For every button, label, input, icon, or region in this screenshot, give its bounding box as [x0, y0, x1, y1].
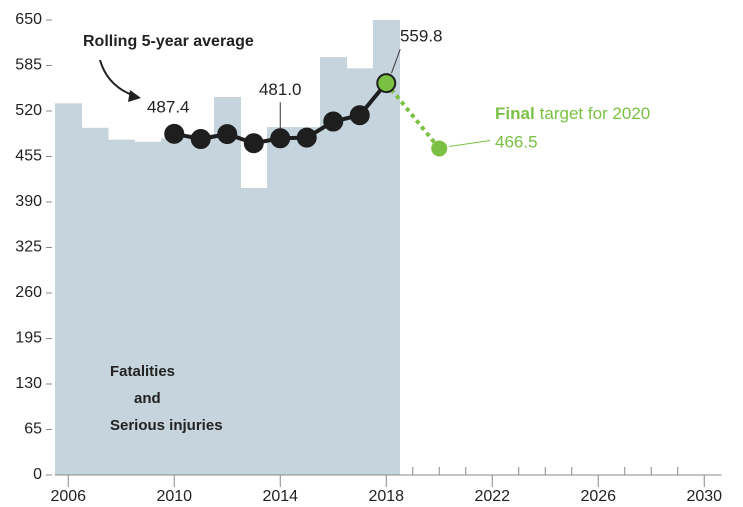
average-point — [270, 128, 291, 149]
bar — [55, 103, 82, 476]
y-tick-label: 325 — [15, 239, 42, 256]
bar — [134, 141, 162, 476]
target-label: Final target for 2020 — [495, 104, 650, 123]
bar-label: and — [134, 390, 161, 407]
target-link — [384, 81, 441, 150]
y-tick-label: 0 — [33, 466, 42, 483]
average-point — [296, 127, 317, 148]
x-tick-label: 2022 — [474, 488, 510, 505]
x-tick-label: 2030 — [686, 488, 722, 505]
leader-line — [449, 139, 491, 147]
average-point — [243, 133, 264, 154]
value-label: 481.0 — [259, 80, 302, 99]
y-tick-label: 195 — [15, 330, 42, 347]
value-label: 487.4 — [147, 97, 190, 116]
bar — [346, 68, 374, 476]
y-tick-label: 650 — [15, 11, 42, 28]
bar — [187, 134, 215, 475]
average-point — [190, 129, 211, 149]
average-point — [164, 123, 185, 144]
y-tick-label: 520 — [15, 102, 42, 119]
arrow-head — [128, 90, 141, 102]
bar — [214, 97, 241, 475]
bar-label: Serious injuries — [110, 417, 223, 434]
y-tick-label: 585 — [15, 57, 42, 74]
bar — [240, 188, 268, 475]
bar — [161, 138, 188, 476]
bar — [267, 127, 294, 475]
bar — [293, 127, 321, 475]
target-point — [431, 140, 448, 157]
y-tick-label: 455 — [15, 148, 42, 165]
y-tick-label: 65 — [24, 421, 42, 438]
line-label: Rolling 5-year average — [83, 33, 254, 50]
x-tick-label: 2014 — [262, 488, 298, 505]
average-point — [323, 111, 344, 132]
leader-line — [391, 48, 401, 74]
target-value-label: 466.5 — [495, 132, 538, 151]
bar — [81, 127, 109, 476]
x-tick-label: 2010 — [156, 488, 192, 505]
y-tick-label: 130 — [15, 375, 42, 392]
target-label-bold: Final — [495, 104, 535, 123]
average-point — [349, 105, 370, 126]
target-label-rest: target for 2020 — [540, 104, 651, 123]
average-point — [217, 124, 238, 145]
x-tick-label: 2018 — [368, 488, 404, 505]
x-tick-label: 2006 — [50, 488, 86, 505]
y-tick-label: 390 — [15, 193, 42, 210]
x-tick-label: 2026 — [580, 488, 616, 505]
y-tick-label: 260 — [15, 284, 42, 301]
value-label: 559.8 — [400, 27, 443, 46]
bar-label: Fatalities — [110, 363, 175, 380]
average-point — [376, 73, 397, 94]
annotation-arrow — [99, 59, 139, 98]
bar — [108, 139, 135, 475]
